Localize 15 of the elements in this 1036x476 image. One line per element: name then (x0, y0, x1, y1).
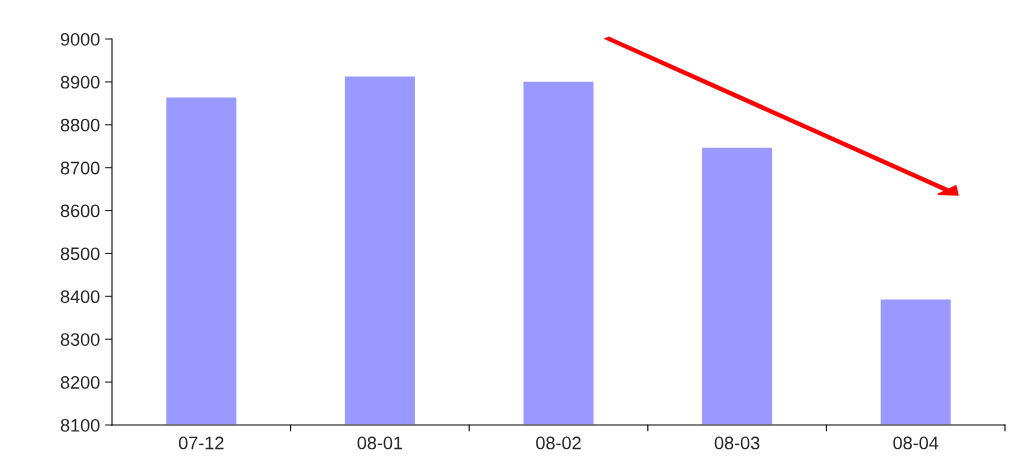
x-tick-label: 08-01 (357, 436, 403, 450)
y-tick-label: 8700 (60, 161, 100, 175)
y-tick-label: 8100 (60, 418, 100, 432)
y-tick-label: 9000 (60, 32, 100, 46)
x-tick-label: 08-03 (714, 436, 760, 450)
y-tick-label: 8400 (60, 290, 100, 304)
y-tick-label: 8500 (60, 247, 100, 261)
x-tick-label: 08-04 (893, 436, 939, 450)
y-tick-label: 8800 (60, 118, 100, 132)
x-tick-label: 08-02 (536, 436, 581, 450)
x-tick-label: 07-12 (178, 436, 224, 450)
y-tick-label: 8300 (60, 333, 100, 346)
y-tick-label: 8900 (60, 75, 100, 89)
y-tick-label: 8200 (60, 376, 100, 389)
y-tick-label: 8600 (60, 204, 100, 218)
